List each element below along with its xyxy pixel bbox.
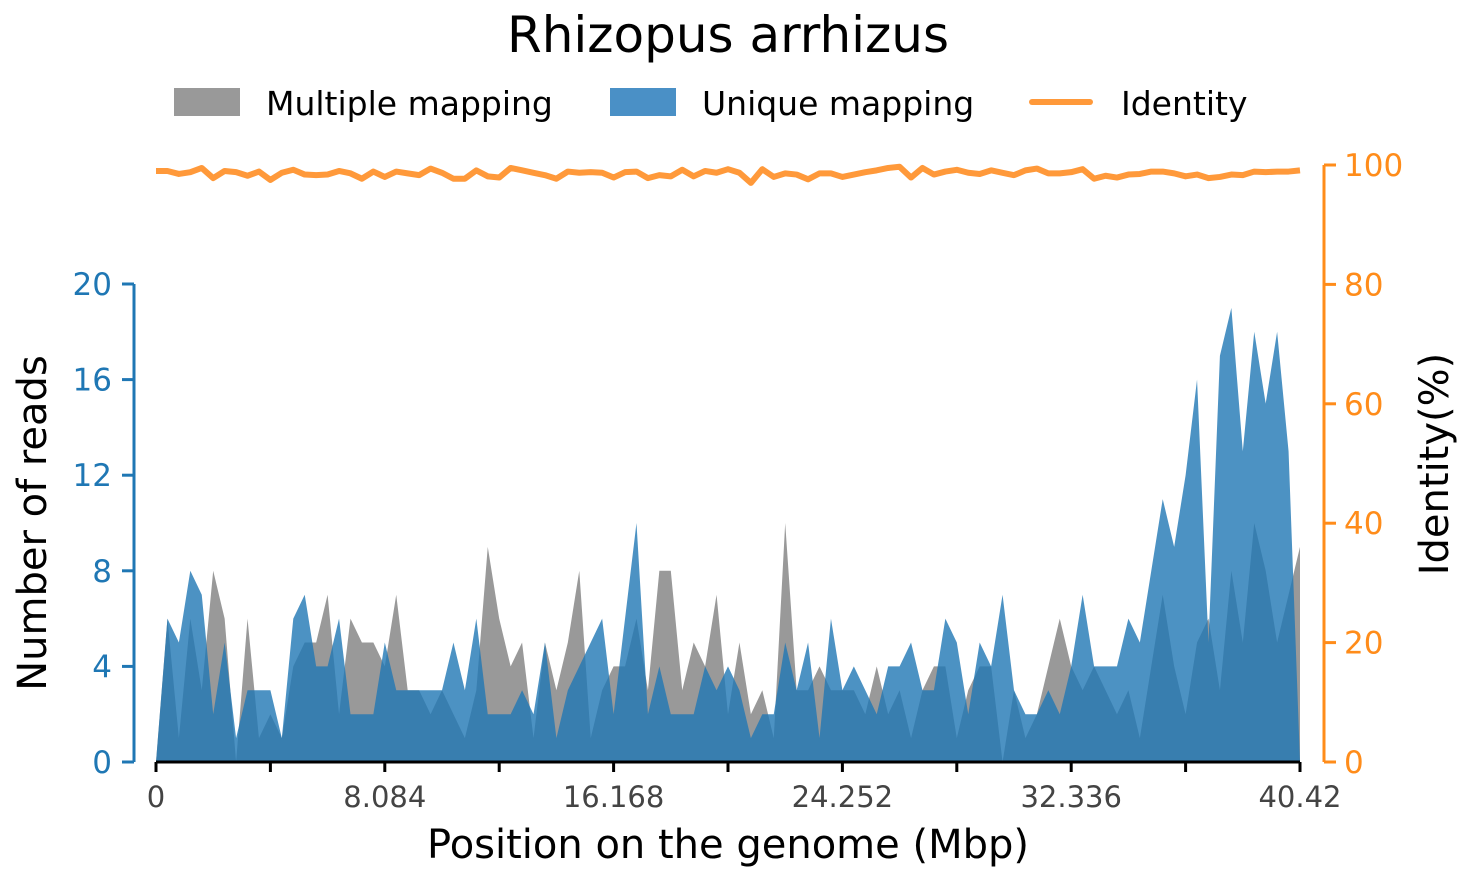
y-tick-label: 20 <box>73 267 112 303</box>
x-tick-label: 32.336 <box>1020 780 1121 814</box>
legend-swatch-unique <box>610 88 676 116</box>
area-unique-mapping <box>156 307 1300 762</box>
legend: Multiple mapping Unique mapping Identity <box>174 84 1247 123</box>
y2-axis-label: Identity(%) <box>1412 353 1458 576</box>
x-tick-label: 16.168 <box>563 780 664 814</box>
x-axis: 0 8.084 16.168 24.252 32.336 40.42 <box>147 760 1342 814</box>
x-tick-label: 0 <box>147 780 165 814</box>
legend-label-identity: Identity <box>1121 84 1247 123</box>
y-tick-label: 8 <box>92 554 112 590</box>
y-tick-label: 4 <box>92 649 112 685</box>
legend-swatch-multiple <box>174 88 240 116</box>
y-tick-label: 12 <box>73 458 112 494</box>
y2-tick-label: 20 <box>1344 626 1383 662</box>
x-tick-label: 24.252 <box>792 780 893 814</box>
left-axis: 0 4 8 12 16 20 <box>73 267 136 781</box>
legend-label-unique: Unique mapping <box>702 84 974 123</box>
line-identity <box>156 163 1301 186</box>
right-axis: 0 20 40 60 80 100 <box>1322 148 1403 781</box>
y2-tick-label: 100 <box>1344 148 1403 184</box>
x-axis-label: Position on the genome (Mbp) <box>427 822 1029 868</box>
legend-label-multiple: Multiple mapping <box>266 84 553 123</box>
y2-tick-label: 40 <box>1344 506 1383 542</box>
y2-tick-label: 0 <box>1344 745 1364 781</box>
y2-tick-label: 80 <box>1344 267 1383 303</box>
plot-area <box>156 163 1301 762</box>
y-axis-label: Number of reads <box>10 355 56 691</box>
x-tick-label: 40.42 <box>1258 780 1341 814</box>
chart-title: Rhizopus arrhizus <box>507 6 949 64</box>
y-tick-label: 16 <box>73 363 112 399</box>
y-tick-label: 0 <box>92 745 112 781</box>
y2-tick-label: 60 <box>1344 387 1383 423</box>
x-tick-label: 8.084 <box>343 780 426 814</box>
